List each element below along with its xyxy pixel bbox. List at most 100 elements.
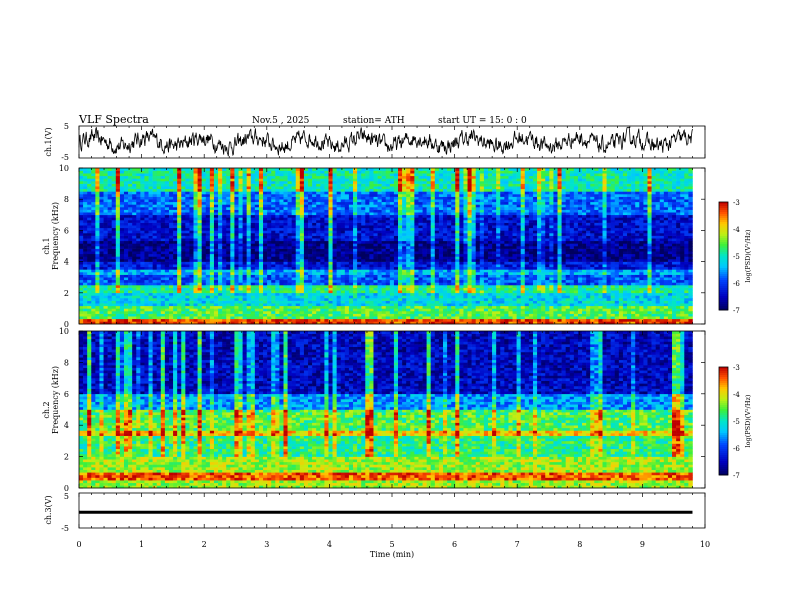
spectrogram-cell xyxy=(263,201,268,205)
spectrogram-cell xyxy=(119,188,125,192)
spectrogram-cell xyxy=(205,321,211,325)
spectrogram-cell xyxy=(148,303,153,307)
spectrogram-cell xyxy=(144,173,149,177)
spectrogram-cell xyxy=(299,251,305,255)
spectrogram-cell xyxy=(156,298,162,301)
spectrogram-cell xyxy=(144,272,149,275)
spectrogram-cell xyxy=(308,243,313,247)
spectrogram-cell xyxy=(103,308,108,312)
spectrogram-cell xyxy=(164,272,170,275)
spectrogram-cell xyxy=(369,212,374,216)
spectrogram-cell xyxy=(287,318,292,322)
spectrogram-cell xyxy=(365,274,370,278)
spectrogram-cell xyxy=(263,196,268,200)
spectrogram-cell xyxy=(324,225,329,229)
spectrogram-cell xyxy=(152,259,158,262)
spectrogram-cell xyxy=(218,295,223,299)
spectrogram-cell xyxy=(398,194,403,197)
spectrogram-cell xyxy=(205,259,211,262)
spectrogram-cell xyxy=(267,290,272,294)
spectrogram-cell xyxy=(238,227,243,231)
spectrogram-cell xyxy=(222,292,227,296)
spectrogram-cell xyxy=(353,217,358,221)
spectrogram-cell xyxy=(148,230,153,234)
spectrogram-cell xyxy=(91,170,96,174)
spectrogram-cell xyxy=(209,261,215,265)
spectrogram-cell xyxy=(283,298,288,301)
spectrogram-cell xyxy=(152,227,158,231)
spectrogram-cell xyxy=(181,212,186,216)
spectrogram-cell xyxy=(353,170,358,174)
spectrogram-cell xyxy=(103,186,108,190)
spectrogram-cell xyxy=(173,300,178,304)
spectrogram-cell xyxy=(332,196,337,200)
spectrogram-cell xyxy=(213,204,219,208)
spectrogram-cell xyxy=(357,230,362,234)
spectrogram-cell xyxy=(181,272,186,275)
spectrogram-cell xyxy=(189,311,194,314)
spectrogram-cell xyxy=(87,173,92,177)
spectrogram-cell xyxy=(250,292,256,296)
spectrogram-cell xyxy=(95,300,100,304)
spectrogram-cell xyxy=(119,274,125,278)
spectrogram-cell xyxy=(267,318,272,322)
spectrogram-cell xyxy=(140,196,145,200)
spectrogram-cell xyxy=(353,175,358,179)
spectrogram-cell xyxy=(312,259,317,262)
spectrogram-cell xyxy=(136,305,141,309)
spectrogram-cell xyxy=(148,287,153,291)
spectrogram-cell xyxy=(168,217,174,221)
spectrogram-cell xyxy=(299,308,305,312)
spectrogram-cell xyxy=(402,246,407,249)
spectrogram-cell xyxy=(103,196,108,200)
spectrogram-cell xyxy=(320,225,325,229)
spectrogram-cell xyxy=(377,175,382,179)
spectrogram-cell xyxy=(279,292,284,296)
spectrogram-cell xyxy=(83,248,88,252)
spectrogram-cell xyxy=(275,170,280,174)
spectrogram-cell xyxy=(316,181,321,184)
spectrogram-cell xyxy=(95,225,100,229)
spectrogram-cell xyxy=(353,222,358,226)
spectrogram-cell xyxy=(381,269,387,273)
spectrogram-cell xyxy=(128,259,133,262)
spectrogram-cell xyxy=(385,227,391,231)
spectrogram-cell xyxy=(238,300,243,304)
spectrogram-cell xyxy=(320,183,325,187)
spectrogram-cell xyxy=(340,269,346,273)
spectrogram-cell xyxy=(107,259,113,262)
spectrogram-cell xyxy=(189,316,194,320)
spectrogram-cell xyxy=(406,204,411,208)
spectrogram-cell xyxy=(87,204,92,208)
spectrogram-cell xyxy=(365,256,370,260)
spectrogram-cell xyxy=(340,196,346,200)
spectrogram-cell xyxy=(140,316,145,320)
spectrogram-cell xyxy=(389,222,395,226)
spectrogram-cell xyxy=(189,243,194,247)
spectrogram-cell xyxy=(168,204,174,208)
spectrogram-cell xyxy=(258,212,264,216)
spectrogram-cell xyxy=(209,259,215,262)
spectrogram-cell xyxy=(185,298,190,301)
spectrogram-cell xyxy=(160,277,166,281)
spectrogram-cell xyxy=(160,188,166,192)
spectrogram-cell xyxy=(332,298,337,301)
spectrogram-cell xyxy=(95,207,100,210)
spectrogram-cell xyxy=(123,201,129,205)
spectrogram-cell xyxy=(103,279,108,283)
spectrogram-cell xyxy=(181,287,186,291)
spectrogram-cell xyxy=(156,295,162,299)
spectrogram-cell xyxy=(320,318,325,322)
spectrogram-cell xyxy=(332,186,337,190)
spectrogram-cell xyxy=(242,295,247,299)
spectrogram-cell xyxy=(99,207,104,210)
spectrogram-cell xyxy=(267,266,272,270)
spectrogram-cell xyxy=(410,311,415,314)
spectrogram-cell xyxy=(173,295,178,299)
spectrogram-cell xyxy=(312,214,317,218)
spectrogram-cell xyxy=(111,248,117,252)
spectrogram-cell xyxy=(275,282,280,286)
spectrogram-cell xyxy=(406,246,411,249)
spectrogram-cell xyxy=(148,196,153,200)
spectrogram-cell xyxy=(340,308,346,312)
